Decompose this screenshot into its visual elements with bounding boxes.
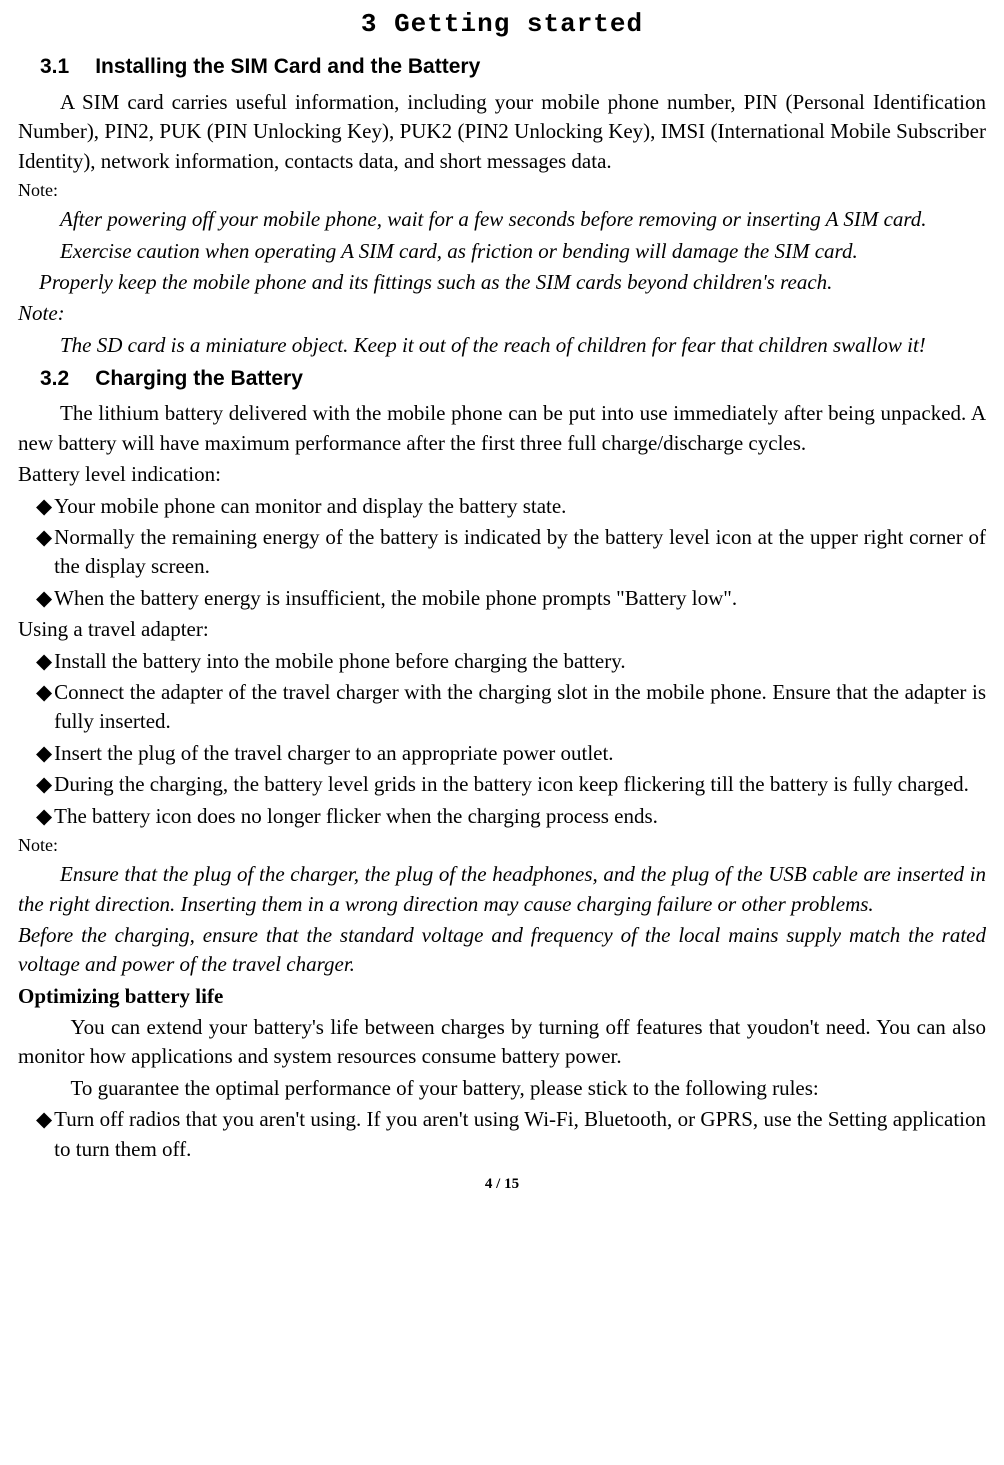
s31-note4: The SD card is a miniature object. Keep … (18, 331, 986, 360)
bullet-item: ◆ Normally the remaining energy of the b… (36, 523, 986, 582)
page-footer: 4 / 15 (18, 1174, 986, 1195)
bullet-text: When the battery energy is insufficient,… (54, 584, 986, 613)
bullet-text: Insert the plug of the travel charger to… (54, 739, 986, 768)
section-num-32: 3.2 (40, 364, 69, 393)
s32-note2: Before the charging, ensure that the sta… (18, 921, 986, 980)
s32-uta: Using a travel adapter: (18, 615, 986, 644)
section-3-2-heading: 3.2 Charging the Battery (40, 364, 986, 393)
s32-p2: You can extend your battery's life betwe… (18, 1013, 986, 1072)
bullet-item: ◆ Insert the plug of the travel charger … (36, 739, 986, 768)
diamond-icon: ◆ (36, 770, 52, 799)
section-num: 3.1 (40, 52, 69, 81)
bullet-item: ◆ When the battery energy is insufficien… (36, 584, 986, 613)
page-title: 3 Getting started (18, 6, 986, 42)
s32-obl: Optimizing battery life (18, 982, 986, 1011)
diamond-icon: ◆ (36, 492, 52, 521)
bullet-text: Normally the remaining energy of the bat… (54, 523, 986, 582)
bullet-item: ◆ During the charging, the battery level… (36, 770, 986, 799)
bullet-text: During the charging, the battery level g… (54, 770, 986, 799)
s31-note-label-2: Note: (18, 299, 986, 328)
diamond-icon: ◆ (36, 678, 52, 737)
section-title-32: Charging the Battery (95, 367, 303, 390)
section-title: Installing the SIM Card and the Battery (95, 55, 480, 78)
s32-p1: The lithium battery delivered with the m… (18, 399, 986, 458)
bullet-item: ◆ Your mobile phone can monitor and disp… (36, 492, 986, 521)
bullet-item: ◆ The battery icon does no longer flicke… (36, 802, 986, 831)
diamond-icon: ◆ (36, 584, 52, 613)
bullet-text: Install the battery into the mobile phon… (54, 647, 986, 676)
diamond-icon: ◆ (36, 739, 52, 768)
s31-note2: Exercise caution when operating A SIM ca… (18, 237, 986, 266)
bullet-text: Your mobile phone can monitor and displa… (54, 492, 986, 521)
diamond-icon: ◆ (36, 523, 52, 582)
diamond-icon: ◆ (36, 647, 52, 676)
s32-note1: Ensure that the plug of the charger, the… (18, 860, 986, 919)
s32-bli: Battery level indication: (18, 460, 986, 489)
diamond-icon: ◆ (36, 802, 52, 831)
bullet-text: Connect the adapter of the travel charge… (54, 678, 986, 737)
s31-note-label-1: Note: (18, 178, 986, 203)
s32-note-label: Note: (18, 833, 986, 858)
bullet-item: ◆ Install the battery into the mobile ph… (36, 647, 986, 676)
section-3-1-heading: 3.1 Installing the SIM Card and the Batte… (40, 52, 986, 81)
s32-p3: To guarantee the optimal performance of … (18, 1074, 986, 1103)
bullet-text: The battery icon does no longer flicker … (54, 802, 986, 831)
s31-p1: A SIM card carries useful information, i… (18, 88, 986, 176)
bullet-text: Turn off radios that you aren't using. I… (54, 1105, 986, 1164)
bullet-item: ◆ Connect the adapter of the travel char… (36, 678, 986, 737)
bullet-item: ◆ Turn off radios that you aren't using.… (36, 1105, 986, 1164)
s31-note3: Properly keep the mobile phone and its f… (18, 268, 986, 297)
s31-note1: After powering off your mobile phone, wa… (18, 205, 986, 234)
diamond-icon: ◆ (36, 1105, 52, 1164)
